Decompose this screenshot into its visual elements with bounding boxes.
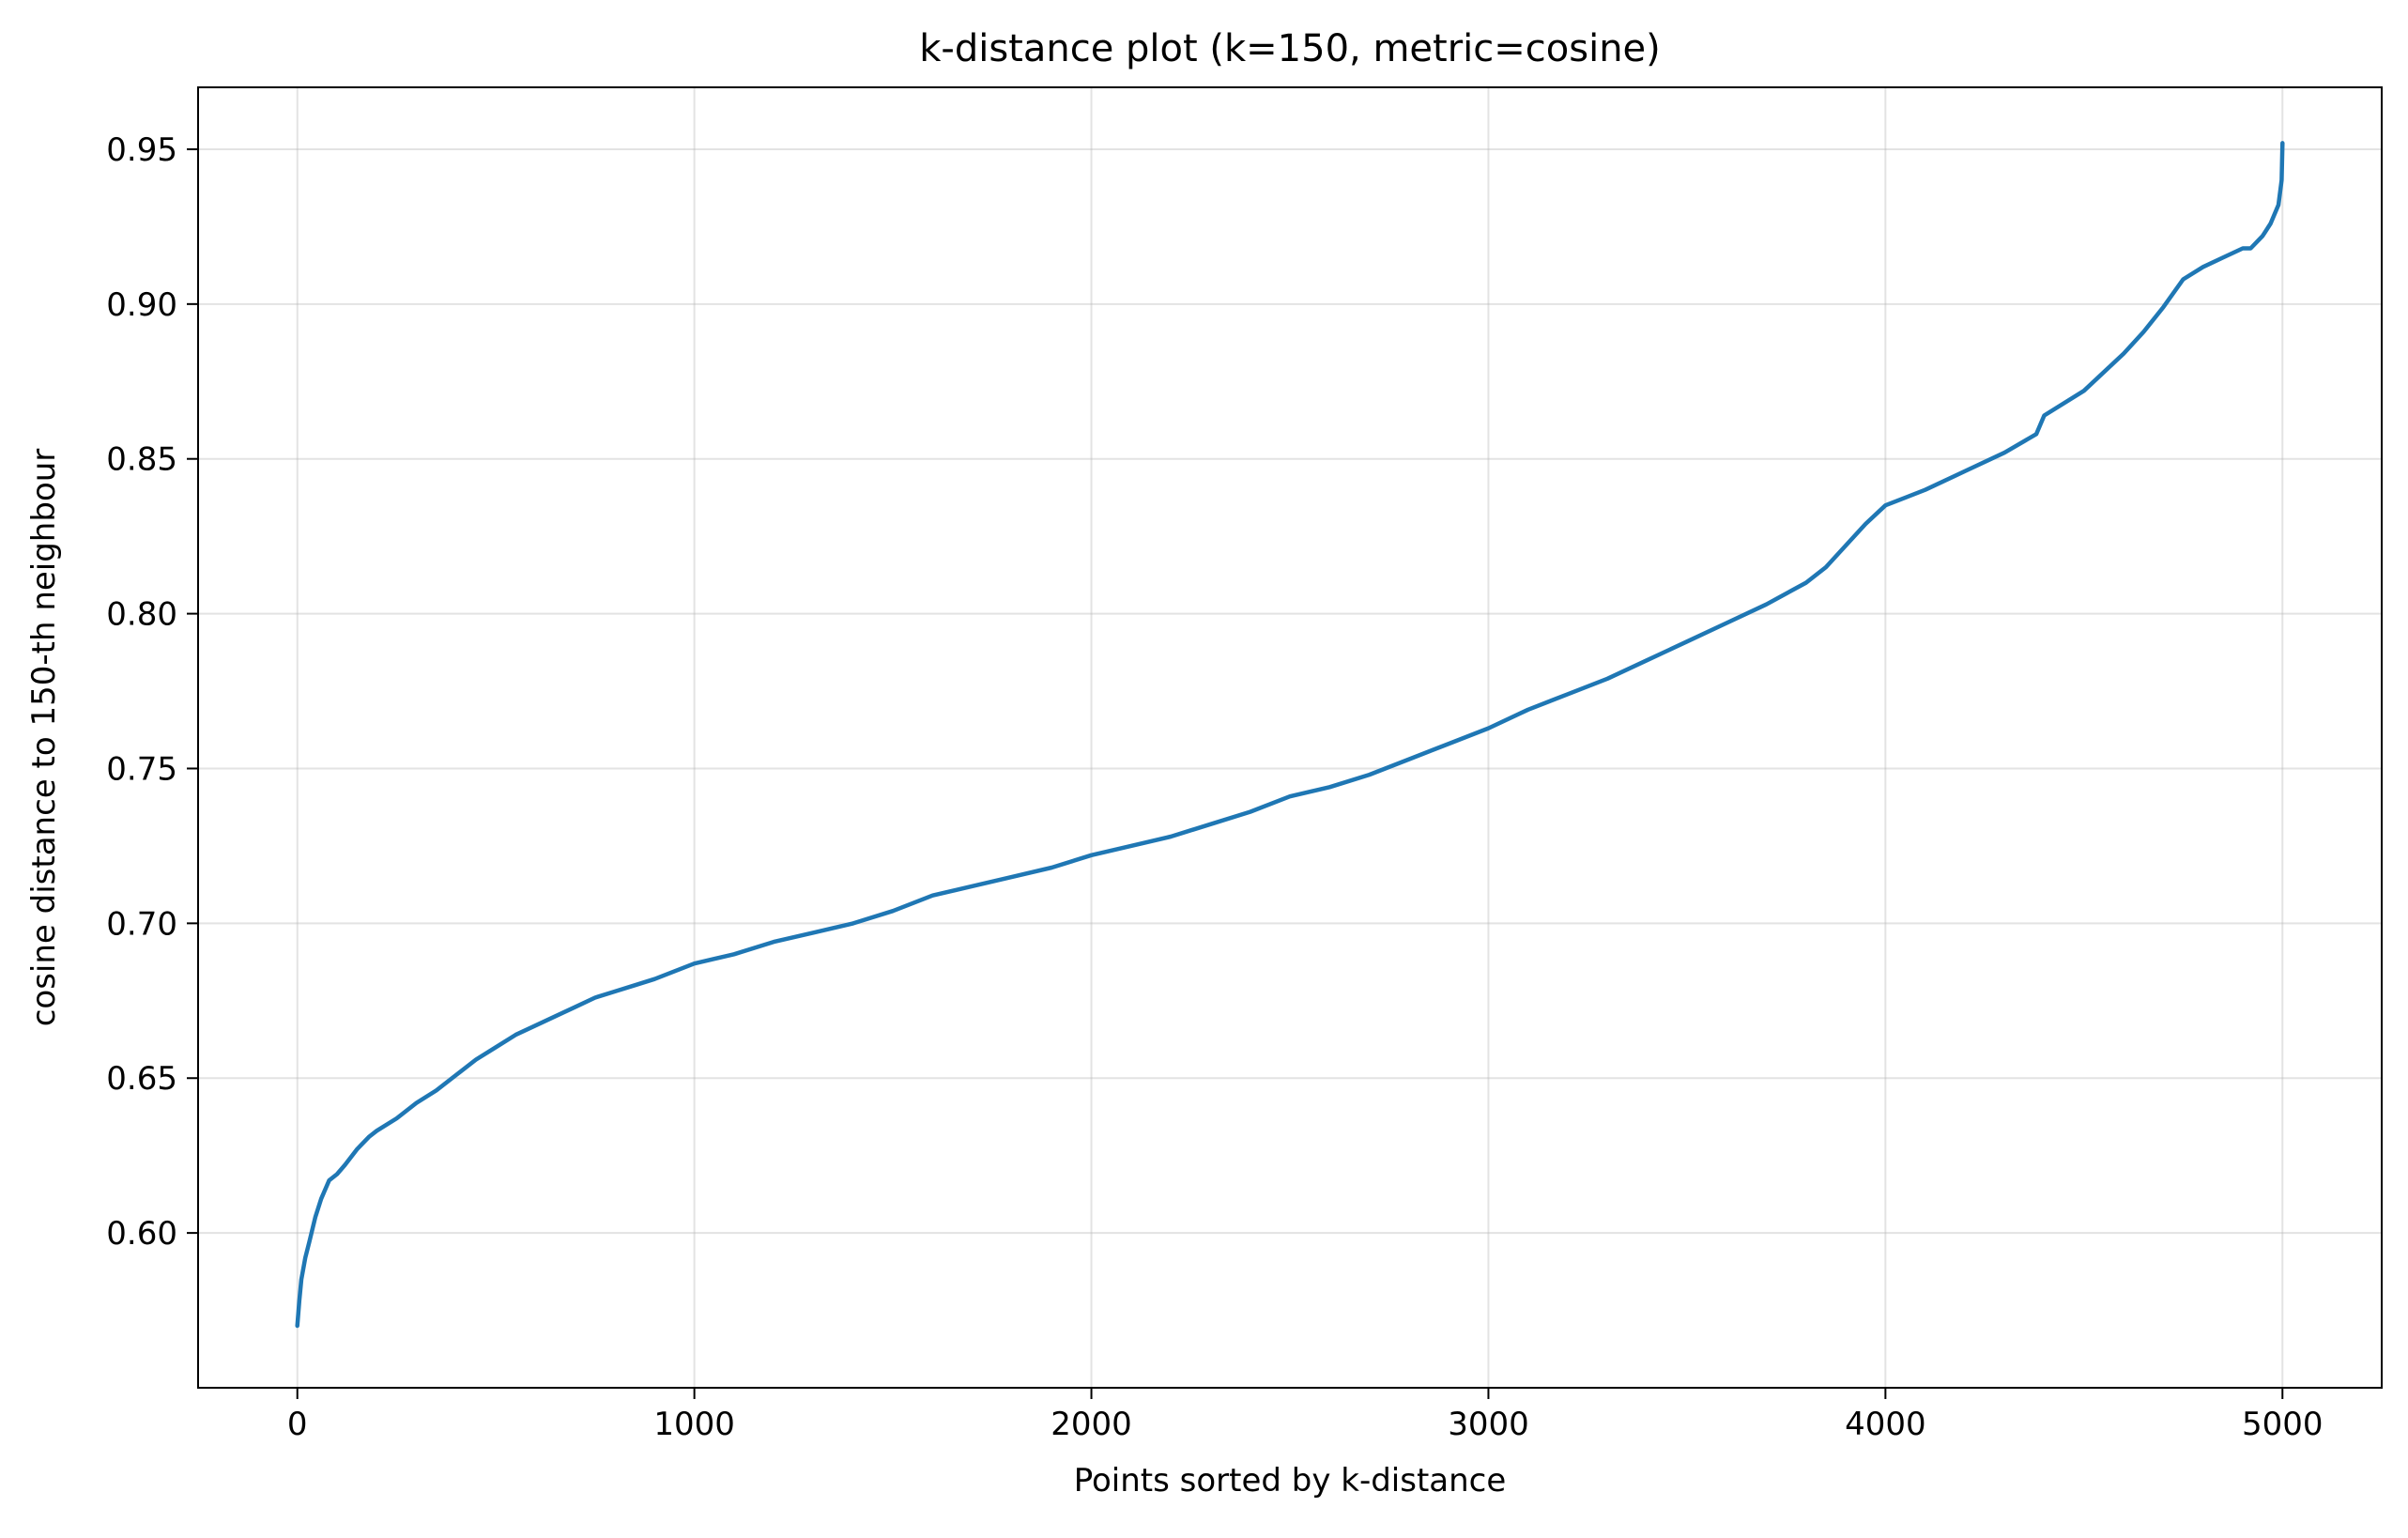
x-tick-label: 2000 <box>1051 1406 1132 1443</box>
series-layer <box>295 141 2285 1329</box>
x-axis-label: Points sorted by k-distance <box>1074 1462 1507 1500</box>
y-tick-label: 0.90 <box>106 286 177 324</box>
x-tick-label: 5000 <box>2242 1406 2324 1443</box>
x-tick-label: 4000 <box>1845 1406 1926 1443</box>
y-tick-label: 0.65 <box>106 1060 177 1098</box>
grid-layer <box>198 87 2382 1388</box>
y-tick-label: 0.80 <box>106 596 177 634</box>
ticks-layer: 0 1000 2000 3000 4000 5000 0.60 0.65 0.70 0.75 0.8… <box>106 131 2323 1443</box>
y-tick-label: 0.75 <box>106 750 177 788</box>
y-tick-label: 0.60 <box>106 1215 177 1253</box>
x-tick-label: 0 <box>287 1406 308 1443</box>
y-tick-label: 0.95 <box>106 131 177 169</box>
y-tick-label: 0.70 <box>106 905 177 943</box>
x-tick-label: 1000 <box>653 1406 735 1443</box>
series-line <box>295 141 2285 1329</box>
chart-title: k-distance plot (k=150, metric=cosine) <box>919 27 1661 70</box>
plot-frame <box>197 86 2383 1389</box>
x-tick-label: 3000 <box>1448 1406 1529 1443</box>
y-tick-label: 0.85 <box>106 441 177 479</box>
y-axis-label: cosine distance to 150-th neighbour <box>25 449 63 1027</box>
